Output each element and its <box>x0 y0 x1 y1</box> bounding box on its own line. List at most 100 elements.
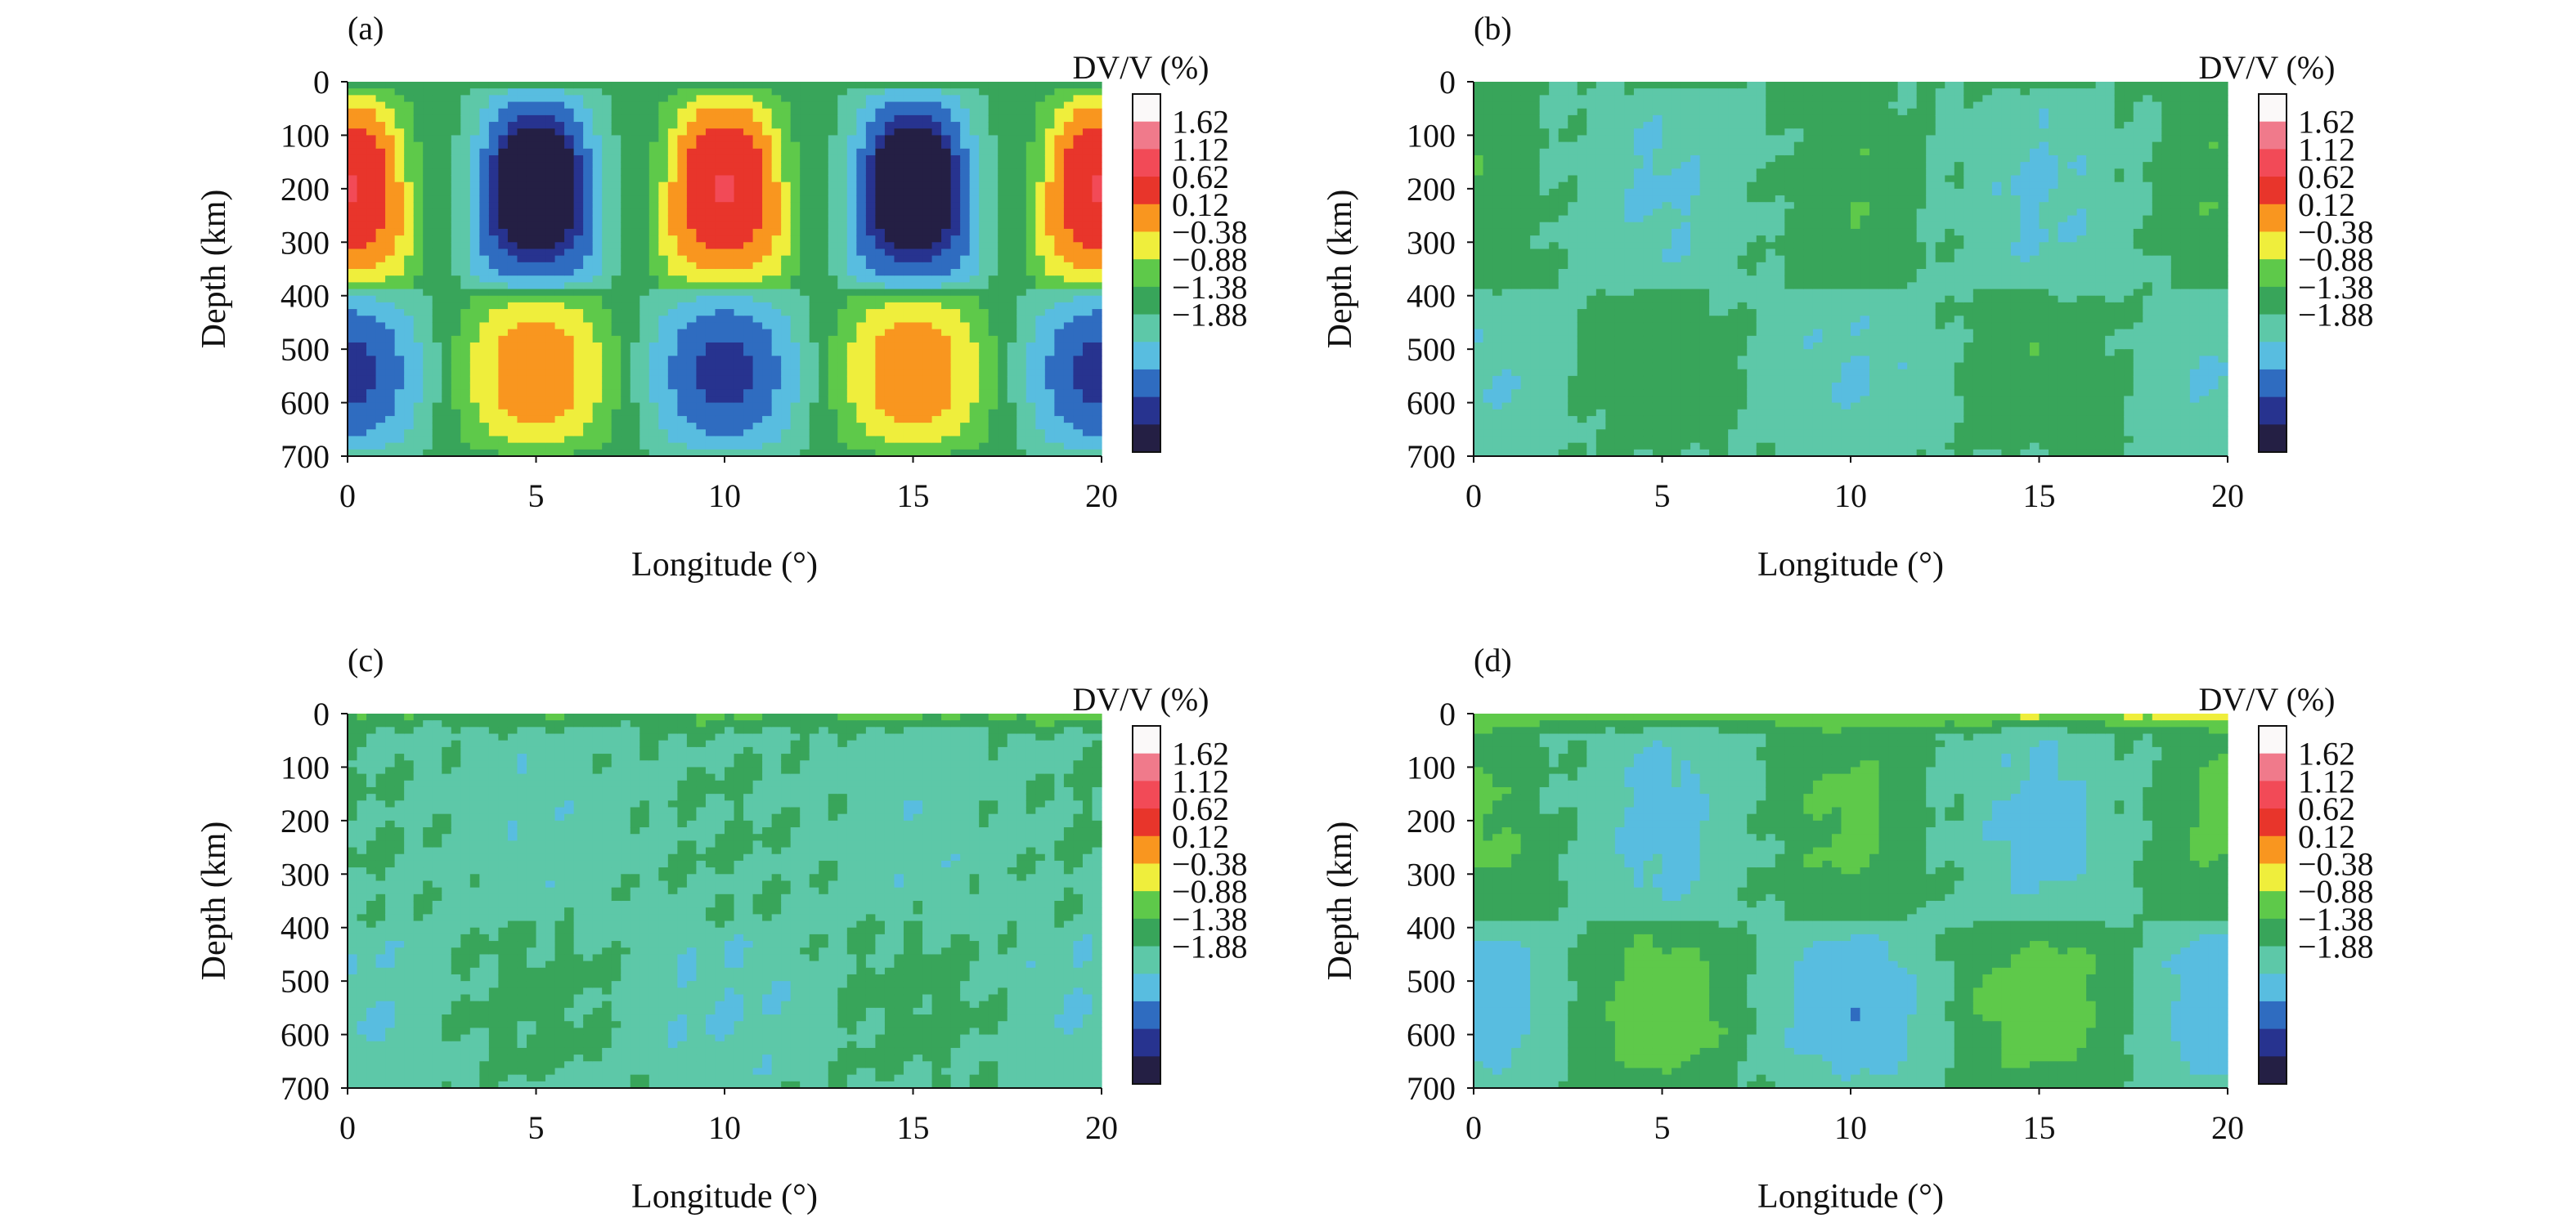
heatmap-cell <box>931 208 942 217</box>
heatmap-cell <box>1025 108 1036 116</box>
heatmap-cell <box>1530 329 1541 337</box>
heatmap-cell <box>366 175 377 183</box>
heatmap-cell <box>1520 235 1531 243</box>
heatmap-cell <box>488 295 500 303</box>
heatmap-cell <box>517 335 527 343</box>
heatmap-cell <box>800 269 810 276</box>
heatmap-cell <box>611 181 622 190</box>
heatmap-cell <box>800 302 810 310</box>
heatmap-cell <box>442 309 452 316</box>
heatmap-cell <box>442 235 452 243</box>
heatmap-cell <box>913 329 923 337</box>
heatmap-cell <box>913 128 923 137</box>
heatmap-cell <box>979 423 990 430</box>
heatmap-cell <box>800 402 810 410</box>
heatmap-cell <box>743 415 754 423</box>
heatmap-cell <box>394 235 405 243</box>
heatmap-cell <box>752 275 763 283</box>
heatmap-cell <box>828 282 838 290</box>
heatmap-cell <box>1054 122 1065 129</box>
heatmap-cell <box>875 362 886 370</box>
heatmap-cell <box>517 383 527 390</box>
heatmap-cell <box>950 409 961 417</box>
heatmap-cell <box>809 383 819 390</box>
heatmap-cell <box>809 122 819 129</box>
heatmap-cell <box>648 108 659 116</box>
heatmap-cell <box>488 148 500 156</box>
heatmap-cell <box>969 88 980 96</box>
heatmap-cell <box>913 275 923 283</box>
heatmap-cell <box>1492 101 1503 110</box>
heatmap-cell <box>348 349 358 356</box>
heatmap-cell <box>1520 449 1531 457</box>
heatmap-cell <box>432 255 442 263</box>
heatmap-cell <box>1035 154 1046 163</box>
heatmap-cell <box>762 362 773 370</box>
heatmap-cell <box>771 148 782 156</box>
heatmap-cell <box>1539 128 1550 137</box>
colorbar-tick-label: 1.12 <box>1172 131 1229 168</box>
heatmap-cell <box>884 148 895 156</box>
heatmap-cell <box>1035 449 1046 457</box>
heatmap-cell <box>1082 141 1093 150</box>
heatmap-cell <box>592 335 603 343</box>
heatmap-cell <box>1016 122 1027 129</box>
heatmap-cell <box>865 309 877 316</box>
heatmap-cell <box>375 275 386 283</box>
heatmap-cell <box>894 295 904 303</box>
heatmap-cell <box>517 375 527 383</box>
heatmap-cell <box>1082 375 1093 383</box>
heatmap-cell <box>564 188 575 196</box>
heatmap-cell <box>1044 135 1055 143</box>
heatmap-cell <box>1082 95 1093 103</box>
heatmap-cell <box>394 88 405 96</box>
heatmap-cell <box>1501 396 1512 404</box>
heatmap-cell <box>941 362 952 370</box>
heatmap-cell <box>348 141 358 150</box>
heatmap-cell <box>884 154 895 163</box>
heatmap-cell <box>790 449 801 457</box>
heatmap-cell <box>1530 228 1541 236</box>
heatmap-cell <box>828 255 838 263</box>
heatmap-cell <box>969 409 980 417</box>
heatmap-cell <box>941 316 952 324</box>
heatmap-cell <box>469 235 480 243</box>
heatmap-cell <box>790 208 801 217</box>
heatmap-cell <box>837 202 848 209</box>
heatmap-cell <box>442 415 452 423</box>
heatmap-cell <box>734 269 744 276</box>
heatmap-cell <box>394 269 405 276</box>
heatmap-cell <box>1539 396 1550 404</box>
heatmap-cell <box>573 309 584 316</box>
heatmap-cell <box>602 114 613 123</box>
heatmap-cell <box>1054 128 1065 137</box>
heatmap-cell <box>1044 255 1055 263</box>
heatmap-cell <box>432 349 442 356</box>
heatmap-cell <box>677 162 688 169</box>
heatmap-cell <box>667 429 678 437</box>
heatmap-cell <box>762 436 773 444</box>
heatmap-cell <box>1063 208 1075 217</box>
heatmap-cell <box>846 188 857 196</box>
heatmap-cell <box>1530 289 1541 297</box>
heatmap-cell <box>573 289 584 297</box>
heatmap-cell <box>602 356 613 364</box>
heatmap-cell <box>705 289 716 297</box>
heatmap-cell <box>517 195 527 203</box>
heatmap-cell <box>1025 154 1036 163</box>
heatmap-cell <box>998 342 1008 350</box>
heatmap-cell <box>498 335 509 343</box>
heatmap-cell <box>366 195 377 203</box>
heatmap-cell <box>752 95 763 103</box>
heatmap-cell <box>894 449 904 457</box>
heatmap-cell <box>884 295 895 303</box>
heatmap-cell <box>884 329 895 337</box>
heatmap-cell <box>800 122 810 129</box>
heatmap-cell <box>648 389 659 396</box>
heatmap-cell <box>771 329 782 337</box>
heatmap-cell <box>488 436 500 444</box>
heatmap-cell <box>385 275 396 283</box>
heatmap-cell <box>865 255 877 263</box>
heatmap-cell <box>621 369 631 377</box>
heatmap-cell <box>442 436 452 444</box>
